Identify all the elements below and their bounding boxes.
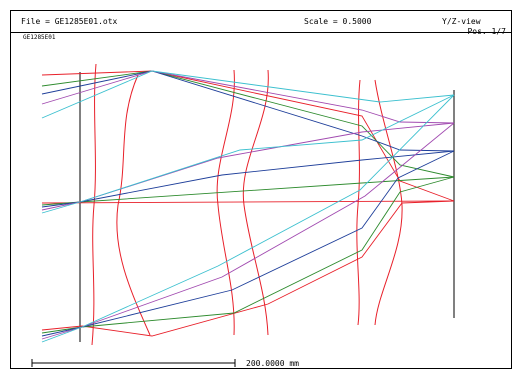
position-label: Pos. 1/7 <box>467 27 506 36</box>
scale-bar-label: 200.0000 mm <box>246 359 299 368</box>
lens-surface-4 <box>242 69 269 336</box>
lens-surfaces <box>91 63 403 346</box>
upper-ray-bundle <box>41 70 455 202</box>
lens-surface-6 <box>374 79 403 326</box>
lens-surface-1 <box>91 63 97 346</box>
scale-label: Scale = 0.5000 <box>304 17 372 26</box>
design-id-label: GE1285E01 <box>23 34 56 41</box>
lens-surface-3 <box>216 69 235 336</box>
view-label: Y/Z-view <box>442 17 481 26</box>
middle-ray-bundle <box>41 94 455 214</box>
lens-surface-5 <box>356 79 361 326</box>
file-label: File = GE1285E01.otx <box>21 17 118 26</box>
header-bar: File = GE1285E01.otx Scale = 0.5000 Y/Z-… <box>11 11 511 33</box>
lower-ray-bundle <box>41 94 455 343</box>
lens-surface-2 <box>116 74 151 336</box>
scale-bar <box>31 359 236 367</box>
